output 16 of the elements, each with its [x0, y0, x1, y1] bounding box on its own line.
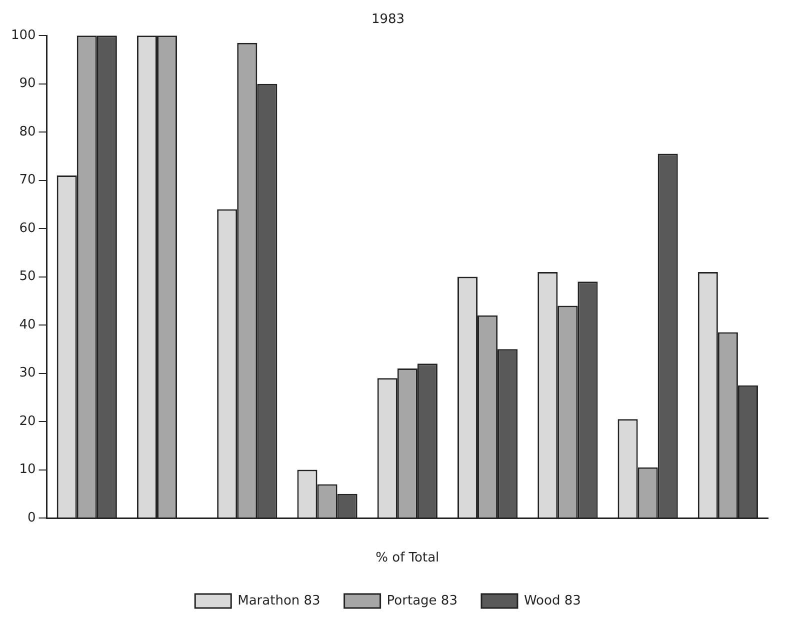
y-tick-label: 20 — [19, 414, 36, 429]
y-tick-label: 90 — [19, 76, 36, 92]
y-tick-label: 80 — [19, 124, 36, 140]
legend-label: Marathon 83 — [238, 593, 320, 608]
y-tick-label: 40 — [19, 317, 36, 332]
y-tick-label: 50 — [19, 269, 36, 284]
y-tick-label: 70 — [19, 172, 36, 188]
legend-label: Wood 83 — [524, 593, 581, 608]
x-axis-title: % of Total — [376, 550, 440, 566]
y-tick-label: 0 — [28, 510, 36, 526]
legend-label: Portage 83 — [386, 593, 458, 608]
y-tick-label: 60 — [19, 220, 36, 236]
chart-title: 1983 — [371, 12, 405, 28]
y-tick-label: 10 — [19, 462, 36, 478]
y-tick-label: 100 — [10, 28, 36, 43]
y-tick-label: 30 — [19, 366, 36, 381]
